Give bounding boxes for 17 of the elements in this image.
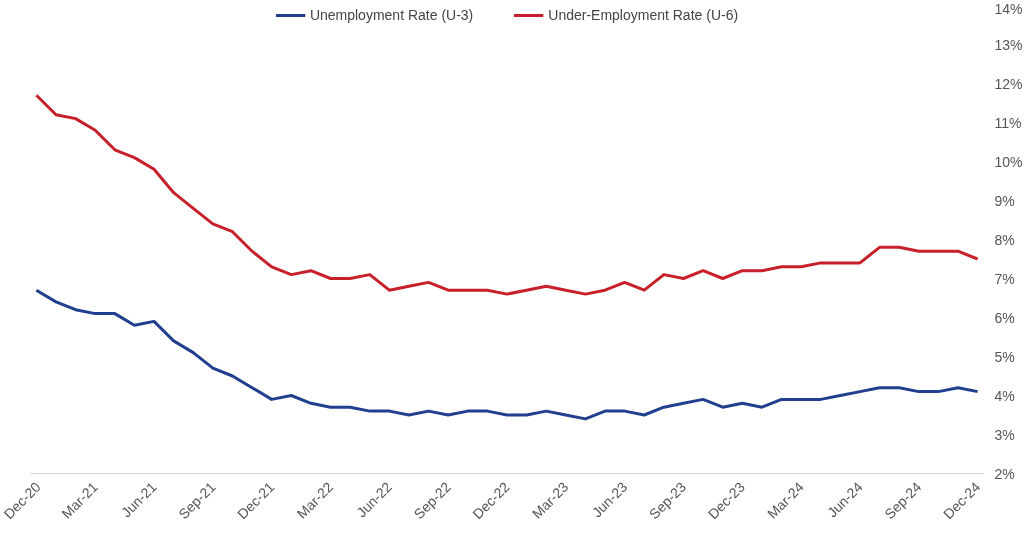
line-series <box>34 288 980 421</box>
y-tick-label: 13% <box>994 36 1023 53</box>
y-tick-label: 5% <box>994 348 1015 365</box>
y-tick-label: 10% <box>994 153 1023 170</box>
y-tick-label: 9% <box>994 192 1015 209</box>
legend-label: Under-Employment Rate (U-6) <box>548 7 739 23</box>
y-tick-label: 7% <box>994 270 1015 287</box>
y-tick-label: 11% <box>994 114 1022 131</box>
y-tick-label: 12% <box>994 75 1023 92</box>
y-tick-label: 3% <box>994 426 1015 443</box>
y-tick-label: 4% <box>994 387 1015 404</box>
line-series <box>34 93 980 296</box>
y-tick-label: 2% <box>994 465 1015 482</box>
legend-label: Unemployment Rate (U-3) <box>309 7 474 23</box>
y-tick-label: 14% <box>994 0 1023 17</box>
y-tick-label: 6% <box>994 309 1015 326</box>
y-tick-label: 8% <box>994 231 1015 248</box>
